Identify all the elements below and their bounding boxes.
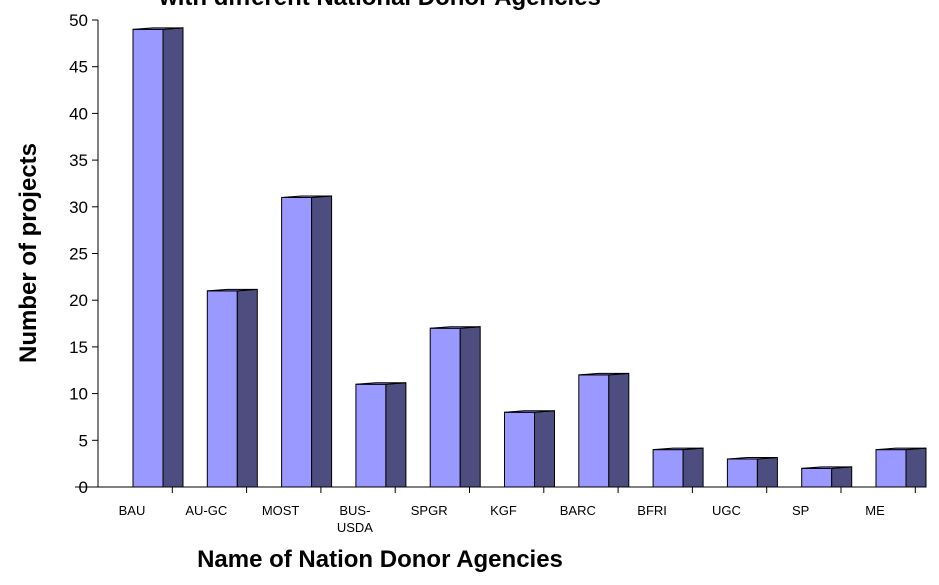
y-tick-label: 5 bbox=[79, 431, 88, 450]
y-tick-label: 10 bbox=[69, 385, 88, 404]
bar-top bbox=[578, 372, 629, 376]
y-tick-label: 50 bbox=[69, 11, 88, 30]
x-tick-label: ME bbox=[865, 503, 885, 518]
bar-top bbox=[875, 447, 927, 451]
bar-front bbox=[578, 374, 610, 488]
x-tick-label: BARC bbox=[559, 503, 596, 518]
bar-side bbox=[905, 447, 927, 488]
bar-side bbox=[385, 382, 407, 488]
y-tick-label: 25 bbox=[69, 245, 88, 264]
x-tick-label: BAU bbox=[118, 503, 146, 518]
bar-top bbox=[281, 195, 332, 198]
bar-side bbox=[534, 410, 555, 488]
bar-top bbox=[355, 382, 406, 385]
bar-front bbox=[429, 327, 461, 488]
x-axis-label: Name of Nation Donor Agencies bbox=[197, 546, 563, 573]
bar-side bbox=[162, 27, 184, 488]
y-axis-label: Number of projects bbox=[15, 143, 42, 363]
y-tick-label: 45 bbox=[69, 58, 88, 77]
x-tick-label: UGC bbox=[711, 503, 741, 518]
x-tick-label: SPGR bbox=[410, 503, 448, 518]
bar-side bbox=[236, 288, 258, 488]
bar-front bbox=[726, 458, 758, 488]
bar-side bbox=[831, 466, 853, 488]
bar-top bbox=[504, 410, 555, 413]
x-tick-label: BFRI bbox=[637, 503, 667, 518]
bar-top bbox=[207, 288, 258, 292]
y-tick-label: 40 bbox=[69, 104, 88, 123]
bar-front bbox=[281, 196, 313, 488]
bar-top bbox=[132, 27, 184, 30]
bar-top bbox=[801, 466, 852, 469]
bar-side bbox=[311, 195, 333, 488]
bar-front bbox=[132, 28, 164, 488]
bar-top bbox=[430, 326, 481, 329]
y-tick-label: 15 bbox=[69, 338, 88, 357]
bar-front bbox=[652, 449, 684, 488]
y-tick-label: 0 bbox=[79, 478, 88, 497]
bar-front bbox=[875, 449, 907, 488]
bar-top bbox=[653, 447, 704, 451]
bar-side bbox=[682, 447, 704, 488]
y-tick-label: 35 bbox=[69, 151, 88, 170]
y-tick-label: 20 bbox=[69, 291, 88, 310]
y-tick-label: 30 bbox=[69, 198, 88, 217]
bar-front bbox=[206, 290, 238, 488]
x-tick-label: BUS-USDA bbox=[336, 503, 373, 535]
bar-side bbox=[756, 456, 778, 488]
x-tick-label: AU-GC bbox=[185, 503, 228, 518]
x-tick-label: MOST bbox=[261, 503, 300, 518]
bar-side bbox=[608, 372, 630, 488]
chart-title: with different National Donor Agencies bbox=[158, 0, 601, 11]
bar-side bbox=[459, 326, 481, 488]
bar-front bbox=[504, 411, 535, 488]
bar-top bbox=[727, 456, 778, 460]
x-tick-label: KGF bbox=[490, 503, 517, 518]
bar-front bbox=[801, 467, 833, 488]
x-tick-label: SP bbox=[792, 503, 810, 518]
bar-front bbox=[355, 383, 387, 488]
